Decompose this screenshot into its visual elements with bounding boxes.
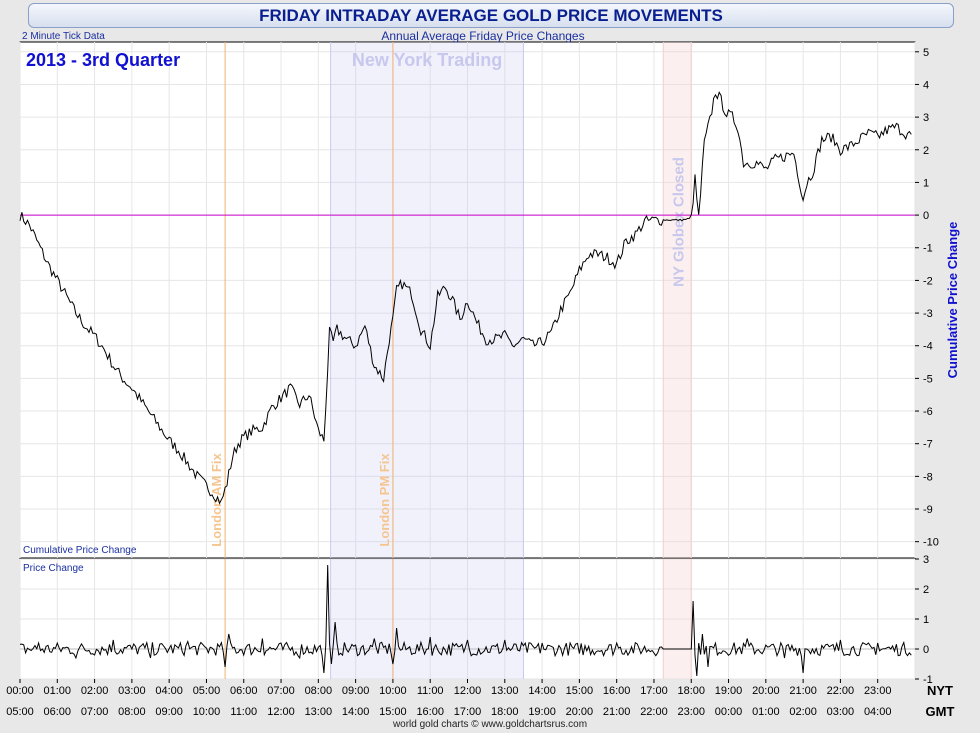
y-tick-label: -7 — [923, 439, 933, 451]
x-axis-layer: 00:00 01:00 02:00 03:00 04:00 05:00 06:00 07:00… — [6, 679, 891, 718]
x-tick-label-gmt: 03:00 — [827, 706, 855, 718]
x-tick-label-nyt: 15:00 — [566, 685, 594, 697]
x-tick-label-nyt: 21:00 — [789, 685, 817, 697]
y-tick-label: 1 — [923, 177, 929, 189]
band-shade — [663, 42, 692, 558]
x-tick-label-gmt: 05:00 — [6, 706, 34, 718]
y-tick-label: 2 — [923, 584, 929, 596]
x-tick-label-gmt: 16:00 — [416, 706, 444, 718]
x-tick-label-nyt: 20:00 — [752, 685, 780, 697]
y-tick-label: -10 — [923, 537, 939, 549]
x-tick-label-nyt: 18:00 — [677, 685, 705, 697]
x-tick-label-nyt: 07:00 — [267, 685, 295, 697]
y-tick-label: -4 — [923, 341, 933, 353]
y-tick-label: -3 — [923, 308, 933, 320]
x-tick-label-nyt: 09:00 — [342, 685, 370, 697]
x-tick-label-gmt: 01:00 — [752, 706, 780, 718]
fix-label: London PM Fix — [377, 453, 392, 547]
y-tick-label: 4 — [923, 79, 929, 91]
chart-title: FRIDAY INTRADAY AVERAGE GOLD PRICE MOVEM… — [28, 3, 954, 28]
x-tick-label-gmt: 17:00 — [454, 706, 482, 718]
x-tick-label-nyt: 19:00 — [715, 685, 743, 697]
x-tick-label-gmt: 12:00 — [267, 706, 295, 718]
band-layer: New York Trading NY Globex Closed — [330, 42, 692, 679]
x-tick-label-gmt: 06:00 — [44, 706, 72, 718]
x-tick-label-gmt: 19:00 — [528, 706, 556, 718]
x-tick-label-nyt: 01:00 — [44, 685, 72, 697]
x-tick-label-gmt: 00:00 — [715, 706, 743, 718]
y-tick-label: -2 — [923, 275, 933, 287]
y-tick-label: -5 — [923, 373, 933, 385]
band-shade — [330, 559, 524, 679]
band-shade — [330, 42, 524, 558]
y-tick-label: -9 — [923, 504, 933, 516]
y-tick-label: 3 — [923, 554, 929, 566]
footer-credit: world gold charts © www.goldchartsrus.co… — [392, 719, 587, 730]
x-tick-label-nyt: 14:00 — [528, 685, 556, 697]
sub-panel-title: Price Change — [23, 563, 84, 574]
x-tick-label-gmt: 18:00 — [491, 706, 519, 718]
x-tick-label-gmt: 10:00 — [193, 706, 221, 718]
price-change-series-line — [19, 564, 912, 677]
band-label: NY Globex Closed — [670, 157, 687, 287]
x-tick-label-nyt: 11:00 — [417, 685, 444, 697]
x-tick-label-gmt: 09:00 — [155, 706, 183, 718]
y-tick-label: -8 — [923, 471, 933, 483]
x-tick-label-nyt: 05:00 — [193, 685, 221, 697]
x-tick-label-nyt: 22:00 — [827, 685, 855, 697]
x-tick-label-nyt: 16:00 — [603, 685, 631, 697]
y-tick-label: 0 — [923, 644, 929, 656]
y-tick-label: -6 — [923, 406, 933, 418]
x-tick-label-nyt: 10:00 — [379, 685, 407, 697]
x-tick-label-gmt: 04:00 — [864, 706, 892, 718]
y-tick-label: 3 — [923, 112, 929, 124]
x-tick-label-gmt: 20:00 — [566, 706, 594, 718]
x-tick-label-gmt: 21:00 — [603, 706, 631, 718]
y-tick-label: -1 — [923, 243, 933, 255]
x-tick-label-gmt: 22:00 — [640, 706, 668, 718]
cumulative-series-line — [19, 91, 912, 505]
x-tick-label-gmt: 23:00 — [677, 706, 705, 718]
band-shade — [663, 559, 692, 679]
x-tick-label-nyt: 13:00 — [491, 685, 519, 697]
x-tick-label-nyt: 00:00 — [6, 685, 34, 697]
band-label: New York Trading — [352, 50, 502, 70]
x-tick-label-gmt: 02:00 — [789, 706, 817, 718]
y-tick-label: 5 — [923, 47, 929, 59]
period-label: 2013 - 3rd Quarter — [26, 50, 180, 70]
x-tick-label-gmt: 08:00 — [118, 706, 146, 718]
series-layer — [19, 91, 912, 677]
x-tick-label-gmt: 13:00 — [305, 706, 333, 718]
chart-subtitle: Annual Average Friday Price Changes — [381, 29, 584, 43]
main-panel-title: Cumulative Price Change — [23, 545, 137, 556]
y-axis-layer: 5 4 3 2 1 0 -1 -2 -3 -4 -5 -6 -7 -8 -9 -10 3 2 1 0 -1 — [915, 47, 939, 686]
tz-top-label: NYT — [927, 683, 953, 698]
y-tick-label: 0 — [923, 210, 929, 222]
x-tick-label-nyt: 08:00 — [305, 685, 333, 697]
y-tick-label: -1 — [923, 674, 933, 686]
x-tick-label-gmt: 07:00 — [81, 706, 109, 718]
x-tick-label-nyt: 03:00 — [118, 685, 146, 697]
tick-note: 2 Minute Tick Data — [22, 31, 105, 42]
fix-layer: London AM Fix London PM Fix — [209, 42, 394, 679]
x-tick-label-nyt: 06:00 — [230, 685, 258, 697]
x-tick-label-gmt: 14:00 — [342, 706, 370, 718]
x-tick-label-nyt: 23:00 — [864, 685, 892, 697]
x-tick-label-gmt: 15:00 — [379, 706, 407, 718]
tz-bottom-label: GMT — [926, 704, 955, 719]
x-tick-label-nyt: 04:00 — [155, 685, 183, 697]
x-tick-label-nyt: 12:00 — [454, 685, 482, 697]
x-tick-label-nyt: 02:00 — [81, 685, 109, 697]
x-tick-label-gmt: 11:00 — [230, 706, 257, 718]
y-tick-label: 2 — [923, 145, 929, 157]
y-tick-label: 1 — [923, 614, 929, 626]
y-axis-label: Cumulative Price Change — [945, 222, 960, 379]
x-tick-label-nyt: 17:00 — [640, 685, 668, 697]
